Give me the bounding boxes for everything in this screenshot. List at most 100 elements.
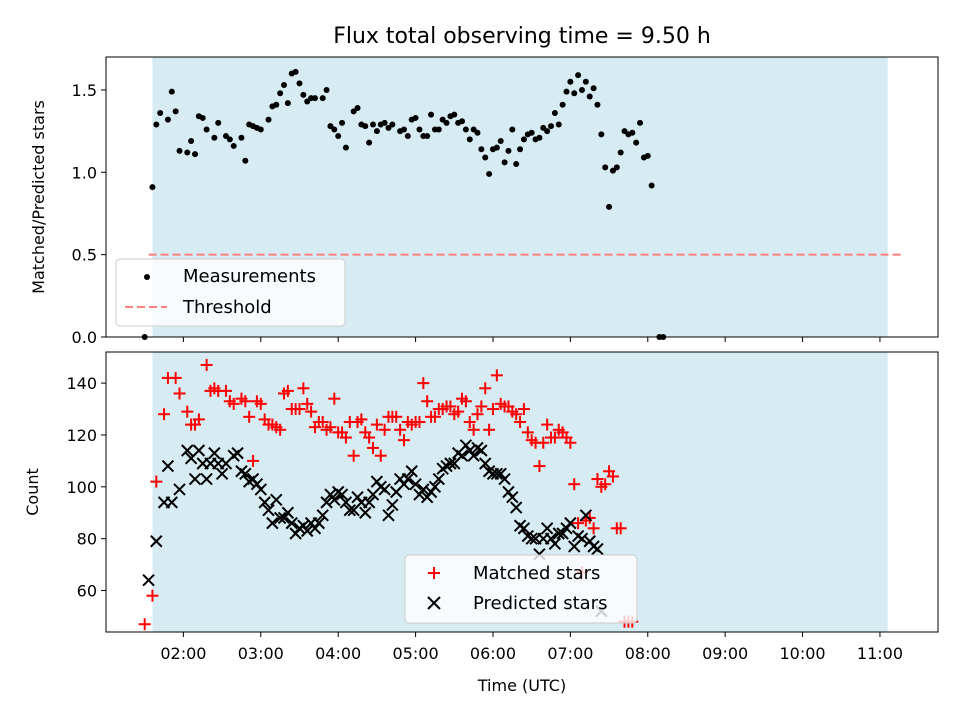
predicted-star-stroke — [498, 472, 511, 486]
predicted-star-point — [320, 496, 333, 509]
measurement-point — [586, 93, 593, 100]
matched-star-point — [247, 454, 260, 467]
predicted-star-stroke — [266, 516, 279, 530]
top-panel-y-ticks: 0.0 0.5 1.0 1.5 — [72, 81, 106, 347]
predicted-star-stroke — [208, 446, 221, 460]
matched-star-point — [479, 382, 492, 395]
measurement-point — [536, 134, 543, 141]
bottom-panel-x-ticks: 02:00 03:00 04:00 05:00 06:00 07:00 08:00 09:00… — [160, 632, 903, 663]
measurement-point — [648, 182, 655, 189]
matched-star-point — [548, 431, 561, 444]
top-legend-box — [115, 258, 346, 327]
measurement-point — [559, 101, 566, 108]
measurement-point — [462, 126, 469, 133]
predicted-star-point — [273, 511, 287, 525]
predicted-star-point — [548, 537, 562, 551]
matched-star-point — [510, 408, 523, 421]
predicted-star-point — [359, 506, 372, 519]
bottom-panel-y-ticks: 60 80 100 120 140 — [66, 374, 106, 601]
matched-star-point — [301, 397, 314, 410]
predicted-star-stroke — [239, 467, 252, 481]
measurement-point — [176, 147, 183, 154]
predicted-star-point — [173, 483, 186, 496]
measurement-point — [466, 136, 473, 143]
top-panel-x-ticks — [182, 337, 881, 342]
predicted-star-point — [335, 488, 349, 501]
predicted-star-stroke — [359, 506, 372, 519]
predicted-star-point — [401, 472, 415, 486]
predicted-star-stroke — [320, 496, 333, 509]
measurement-point — [435, 126, 442, 133]
measurement-point — [389, 121, 396, 128]
matched-star-point — [305, 405, 318, 418]
matched-star-point — [150, 475, 163, 488]
predicted-star-point — [301, 524, 314, 538]
matched-star-point — [486, 403, 499, 416]
predicted-star-point — [540, 522, 554, 535]
matched-star-point — [316, 416, 329, 428]
predicted-star-point — [266, 516, 279, 530]
measurement-point — [509, 126, 516, 133]
measurement-point — [339, 119, 346, 126]
measurement-point — [168, 88, 175, 95]
predicted-star-stroke — [231, 446, 244, 460]
predicted-star-point — [417, 483, 430, 496]
predicted-star-point — [150, 535, 163, 548]
predicted-star-point — [215, 467, 229, 481]
matched-star-point — [239, 395, 252, 408]
x-tick-label: 04:00 — [315, 644, 361, 663]
predicted-star-point — [506, 490, 519, 504]
measurement-point — [575, 72, 582, 79]
predicted-star-point — [181, 444, 194, 457]
y-tick-label: 0.5 — [72, 246, 97, 265]
measurement-point — [238, 134, 245, 141]
y-tick-label: 1.0 — [72, 163, 97, 182]
matched-star-point — [227, 397, 240, 410]
matched-star-point — [378, 423, 391, 436]
predicted-star-point — [254, 483, 267, 496]
matched-star-point — [537, 436, 550, 449]
matched-star-point — [173, 387, 186, 400]
predicted-star-stroke — [490, 467, 504, 481]
predicted-star-stroke — [475, 444, 488, 457]
predicted-star-stroke — [142, 573, 155, 587]
matched-star-point — [138, 618, 151, 631]
matched-star-point — [564, 436, 577, 449]
matched-star-point — [444, 400, 457, 413]
measurement-point — [257, 126, 264, 133]
measurement-point — [513, 161, 520, 168]
predicted-star-point — [405, 465, 418, 478]
measurement-point — [617, 149, 624, 156]
predicted-star-stroke — [378, 483, 391, 496]
measurement-point — [311, 95, 318, 102]
measurement-point — [551, 110, 558, 116]
measurement-point — [370, 121, 377, 128]
matched-star-point — [413, 416, 426, 428]
predicted-star-point — [575, 532, 589, 545]
measurement-point — [164, 116, 171, 123]
y-tick-label: 100 — [66, 478, 97, 497]
matched-star-point — [572, 517, 585, 530]
measurement-point — [520, 136, 527, 143]
predicted-star-stroke — [192, 444, 206, 457]
matched-star-point — [475, 400, 488, 413]
matched-star-point — [363, 431, 376, 444]
matched-star-point — [514, 416, 527, 428]
matched-star-point — [328, 392, 341, 405]
measurement-point — [482, 154, 489, 161]
measurement-point — [497, 138, 504, 144]
matched-star-point — [243, 410, 256, 423]
matched-star-point — [293, 403, 306, 416]
matched-star-point — [200, 358, 213, 371]
predicted-star-stroke — [215, 467, 229, 481]
measurement-point — [400, 126, 407, 133]
predicted-star-stroke — [405, 465, 418, 478]
legend-measurements-label: Measurements — [183, 266, 316, 287]
predicted-star-point — [455, 449, 469, 462]
predicted-star-point — [312, 516, 326, 530]
x-tick-label: 11:00 — [857, 644, 903, 663]
predicted-star-stroke — [455, 449, 469, 462]
bottom-y-axis-label: Count — [23, 468, 42, 516]
matched-star-point — [463, 416, 476, 428]
predicted-star-stroke — [444, 457, 457, 470]
